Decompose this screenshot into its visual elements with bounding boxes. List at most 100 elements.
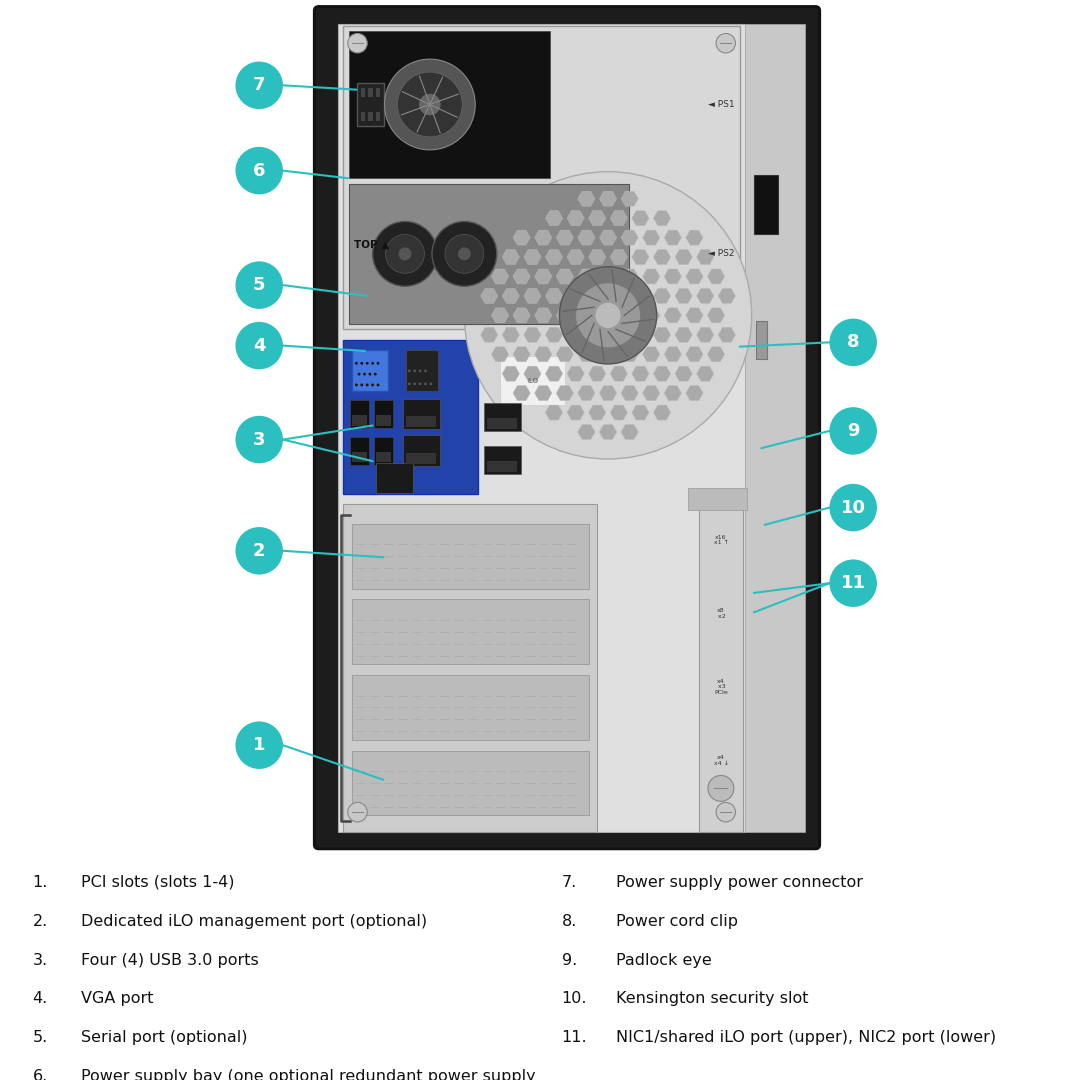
Text: Kensington security slot: Kensington security slot (616, 991, 808, 1007)
Text: 7: 7 (253, 77, 266, 94)
FancyBboxPatch shape (406, 453, 436, 463)
FancyBboxPatch shape (376, 463, 413, 494)
Text: 2.: 2. (32, 914, 48, 929)
FancyBboxPatch shape (368, 89, 373, 97)
Circle shape (419, 369, 421, 373)
Text: 11.: 11. (562, 1030, 588, 1045)
FancyBboxPatch shape (484, 403, 521, 431)
Circle shape (355, 362, 357, 365)
FancyBboxPatch shape (352, 451, 367, 462)
Text: Serial port (optional): Serial port (optional) (81, 1030, 247, 1045)
Text: Dedicated iLO management port (optional): Dedicated iLO management port (optional) (81, 914, 427, 929)
Text: 8: 8 (847, 334, 860, 351)
FancyBboxPatch shape (754, 175, 778, 234)
Text: x4
 x4 ↓: x4 x4 ↓ (713, 755, 729, 766)
Text: 11: 11 (840, 575, 866, 592)
Text: 2: 2 (253, 542, 266, 559)
FancyBboxPatch shape (349, 31, 550, 177)
FancyBboxPatch shape (403, 399, 440, 429)
Circle shape (235, 62, 283, 109)
Text: PCI slots (slots 1-4): PCI slots (slots 1-4) (81, 875, 234, 890)
Circle shape (399, 247, 411, 260)
Circle shape (424, 382, 427, 386)
Circle shape (408, 382, 410, 386)
FancyBboxPatch shape (352, 599, 589, 664)
Circle shape (348, 802, 367, 822)
Circle shape (377, 362, 379, 365)
Text: 3: 3 (253, 431, 266, 448)
FancyBboxPatch shape (376, 451, 391, 462)
FancyBboxPatch shape (343, 504, 597, 832)
Circle shape (419, 94, 441, 116)
Circle shape (576, 283, 640, 348)
Circle shape (386, 234, 424, 273)
FancyBboxPatch shape (376, 112, 380, 121)
Text: Power cord clip: Power cord clip (616, 914, 738, 929)
Text: Padlock eye: Padlock eye (616, 953, 712, 968)
Text: 1: 1 (253, 737, 266, 754)
FancyBboxPatch shape (406, 416, 436, 427)
Text: 9.: 9. (562, 953, 577, 968)
Text: iLO: iLO (527, 378, 538, 384)
Text: Power supply bay (one optional redundant power supply
with enablement kit and bl: Power supply bay (one optional redundant… (81, 1069, 536, 1080)
Circle shape (363, 373, 366, 376)
Circle shape (829, 559, 877, 607)
FancyBboxPatch shape (357, 83, 384, 126)
FancyBboxPatch shape (745, 24, 805, 832)
Text: ◄ PS1: ◄ PS1 (707, 100, 734, 109)
Text: 5.: 5. (32, 1030, 48, 1045)
Text: 5: 5 (253, 276, 266, 294)
FancyBboxPatch shape (343, 26, 740, 329)
FancyBboxPatch shape (374, 400, 393, 428)
Circle shape (458, 247, 471, 260)
Circle shape (414, 369, 416, 373)
Circle shape (361, 383, 363, 387)
Text: x16
 x1 ↑: x16 x1 ↑ (713, 535, 729, 545)
FancyBboxPatch shape (361, 112, 365, 121)
FancyBboxPatch shape (500, 356, 565, 405)
Circle shape (235, 416, 283, 463)
Text: ◄ PS2: ◄ PS2 (707, 249, 734, 258)
FancyBboxPatch shape (349, 184, 629, 324)
FancyBboxPatch shape (756, 321, 767, 359)
Text: 7.: 7. (562, 875, 577, 890)
Circle shape (419, 382, 421, 386)
FancyBboxPatch shape (484, 446, 521, 474)
Text: 8.: 8. (562, 914, 577, 929)
Text: 4.: 4. (32, 991, 48, 1007)
Circle shape (235, 261, 283, 309)
Text: 1.: 1. (32, 875, 48, 890)
Text: 6: 6 (253, 162, 266, 179)
Circle shape (829, 484, 877, 531)
Circle shape (430, 382, 432, 386)
FancyBboxPatch shape (368, 112, 373, 121)
Circle shape (464, 172, 752, 459)
Circle shape (414, 382, 416, 386)
FancyBboxPatch shape (487, 418, 517, 429)
Text: 6.: 6. (32, 1069, 48, 1080)
Circle shape (445, 234, 484, 273)
Text: Four (4) USB 3.0 ports: Four (4) USB 3.0 ports (81, 953, 259, 968)
Text: 9: 9 (847, 422, 860, 440)
Text: 4: 4 (253, 337, 266, 354)
Text: VGA port: VGA port (81, 991, 153, 1007)
Circle shape (235, 721, 283, 769)
FancyBboxPatch shape (374, 436, 393, 464)
Circle shape (372, 383, 374, 387)
FancyBboxPatch shape (352, 350, 388, 391)
Text: 10: 10 (840, 499, 866, 516)
Circle shape (716, 33, 735, 53)
FancyBboxPatch shape (688, 488, 747, 510)
FancyBboxPatch shape (352, 675, 589, 740)
Circle shape (716, 802, 735, 822)
Text: x8
 x2: x8 x2 (716, 608, 726, 619)
Circle shape (355, 383, 357, 387)
Text: 3.: 3. (32, 953, 48, 968)
Circle shape (377, 383, 379, 387)
Circle shape (384, 59, 475, 150)
Circle shape (708, 775, 734, 801)
Text: TOP ▲: TOP ▲ (354, 240, 390, 251)
FancyBboxPatch shape (352, 751, 589, 815)
FancyBboxPatch shape (350, 400, 369, 428)
FancyBboxPatch shape (350, 436, 369, 464)
